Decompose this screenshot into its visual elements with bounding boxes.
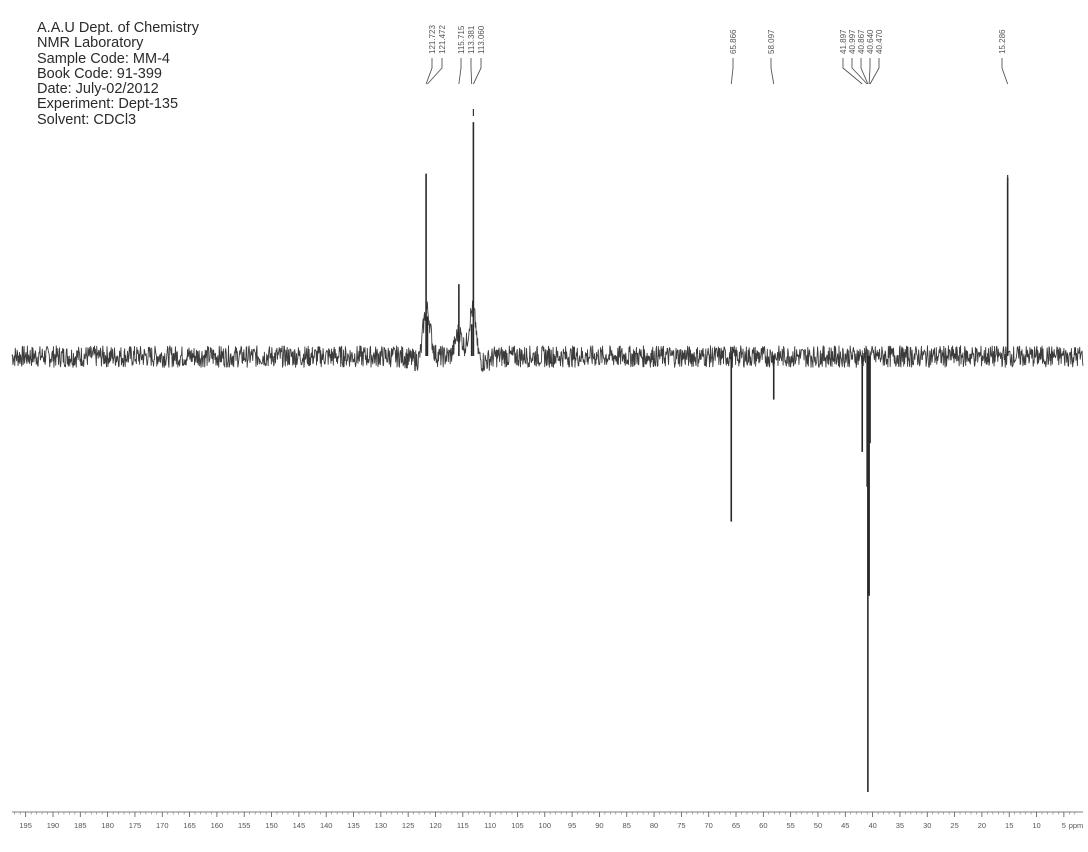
x-tick-label: 195 xyxy=(19,821,32,830)
x-tick-label: 70 xyxy=(705,821,713,830)
peak-label: 65.866 xyxy=(729,29,738,54)
x-tick-label: 115 xyxy=(457,821,469,830)
x-tick-label: 155 xyxy=(238,821,251,830)
x-tick-label: 130 xyxy=(375,821,388,830)
x-tick-label: 15 xyxy=(1005,821,1013,830)
peak-label-leader xyxy=(770,58,775,85)
peak-label: 115.715 xyxy=(457,25,466,54)
info-line: Experiment: Dept-135 xyxy=(37,96,179,113)
x-tick-label: 160 xyxy=(211,821,224,830)
x-tick-label: 185 xyxy=(74,821,87,830)
peak-label: 40.470 xyxy=(875,29,884,54)
peak-label: 113.060 xyxy=(477,25,486,54)
x-tick-label: 135 xyxy=(347,821,360,830)
x-tick-label: 100 xyxy=(539,821,552,830)
x-unit-label: ppm xyxy=(1069,821,1084,830)
x-tick-label: 80 xyxy=(650,821,658,830)
x-tick-label: 40 xyxy=(868,821,876,830)
x-tick-label: 75 xyxy=(677,821,685,830)
info-line: Solvent: CDCl3 xyxy=(37,111,137,128)
peak-label: 121.472 xyxy=(438,25,447,54)
peak-label-leader xyxy=(470,58,473,85)
x-tick-label: 165 xyxy=(183,821,196,830)
x-tick-label: 110 xyxy=(484,821,496,830)
x-tick-label: 150 xyxy=(265,821,278,830)
x-tick-label: 85 xyxy=(623,821,631,830)
peak-label-leader xyxy=(851,58,868,85)
x-tick-label: 50 xyxy=(814,821,822,830)
experiment-info: A.A.U Dept. of Chemistry NMR Laboratory Sa… xyxy=(37,20,199,128)
info-line: Sample Code: MM-4 xyxy=(37,50,170,67)
peak-label-leader xyxy=(1001,58,1009,85)
peak-label-leader xyxy=(458,58,462,85)
info-line: Book Code: 91-399 xyxy=(37,65,162,82)
x-tick-label: 55 xyxy=(786,821,794,830)
x-tick-label: 125 xyxy=(402,821,415,830)
peak-label: 40.867 xyxy=(857,29,866,54)
x-tick-label: 90 xyxy=(595,821,603,830)
x-tick-label: 30 xyxy=(923,821,931,830)
x-tick-label: 45 xyxy=(841,821,849,830)
peak-label: 113.381 xyxy=(467,25,476,54)
info-line: Date: July-02/2012 xyxy=(37,81,159,98)
peak-label-leader xyxy=(842,58,863,85)
peak-label: 41.897 xyxy=(839,29,848,54)
peak-label-leader xyxy=(868,58,871,85)
x-tick-label: 65 xyxy=(732,821,740,830)
x-tick-label: 10 xyxy=(1032,821,1040,830)
x-tick-label: 105 xyxy=(511,821,524,830)
peak-label-leader xyxy=(860,58,869,85)
x-tick-label: 170 xyxy=(156,821,169,830)
x-tick-label: 190 xyxy=(47,821,60,830)
x-tick-label: 25 xyxy=(950,821,958,830)
info-line: A.A.U Dept. of Chemistry xyxy=(37,20,199,36)
x-tick-label: 20 xyxy=(978,821,986,830)
info-line: NMR Laboratory xyxy=(37,35,144,52)
peak-label-leader xyxy=(730,58,734,85)
x-tick-label: 5 xyxy=(1062,821,1066,830)
x-tick-label: 95 xyxy=(568,821,576,830)
x-tick-label: 120 xyxy=(429,821,442,830)
x-tick-label: 180 xyxy=(101,821,114,830)
x-tick-label: 35 xyxy=(896,821,904,830)
x-tick-label: 140 xyxy=(320,821,333,830)
peak-label: 40.997 xyxy=(848,29,857,54)
x-tick-label: 175 xyxy=(129,821,142,830)
peak-label: 40.640 xyxy=(866,29,875,54)
peak-label-leader xyxy=(869,58,880,85)
x-tick-label: 60 xyxy=(759,821,767,830)
baseline-noise xyxy=(11,300,1084,373)
peak-label: 121.723 xyxy=(428,25,437,54)
x-tick-label: 145 xyxy=(293,821,306,830)
peak-label-leader xyxy=(425,58,433,85)
peak-label-leader xyxy=(427,58,443,85)
peak-label: 15.286 xyxy=(998,29,1007,54)
peak-label: 58.097 xyxy=(767,29,776,54)
peak-label-leader xyxy=(472,58,482,85)
